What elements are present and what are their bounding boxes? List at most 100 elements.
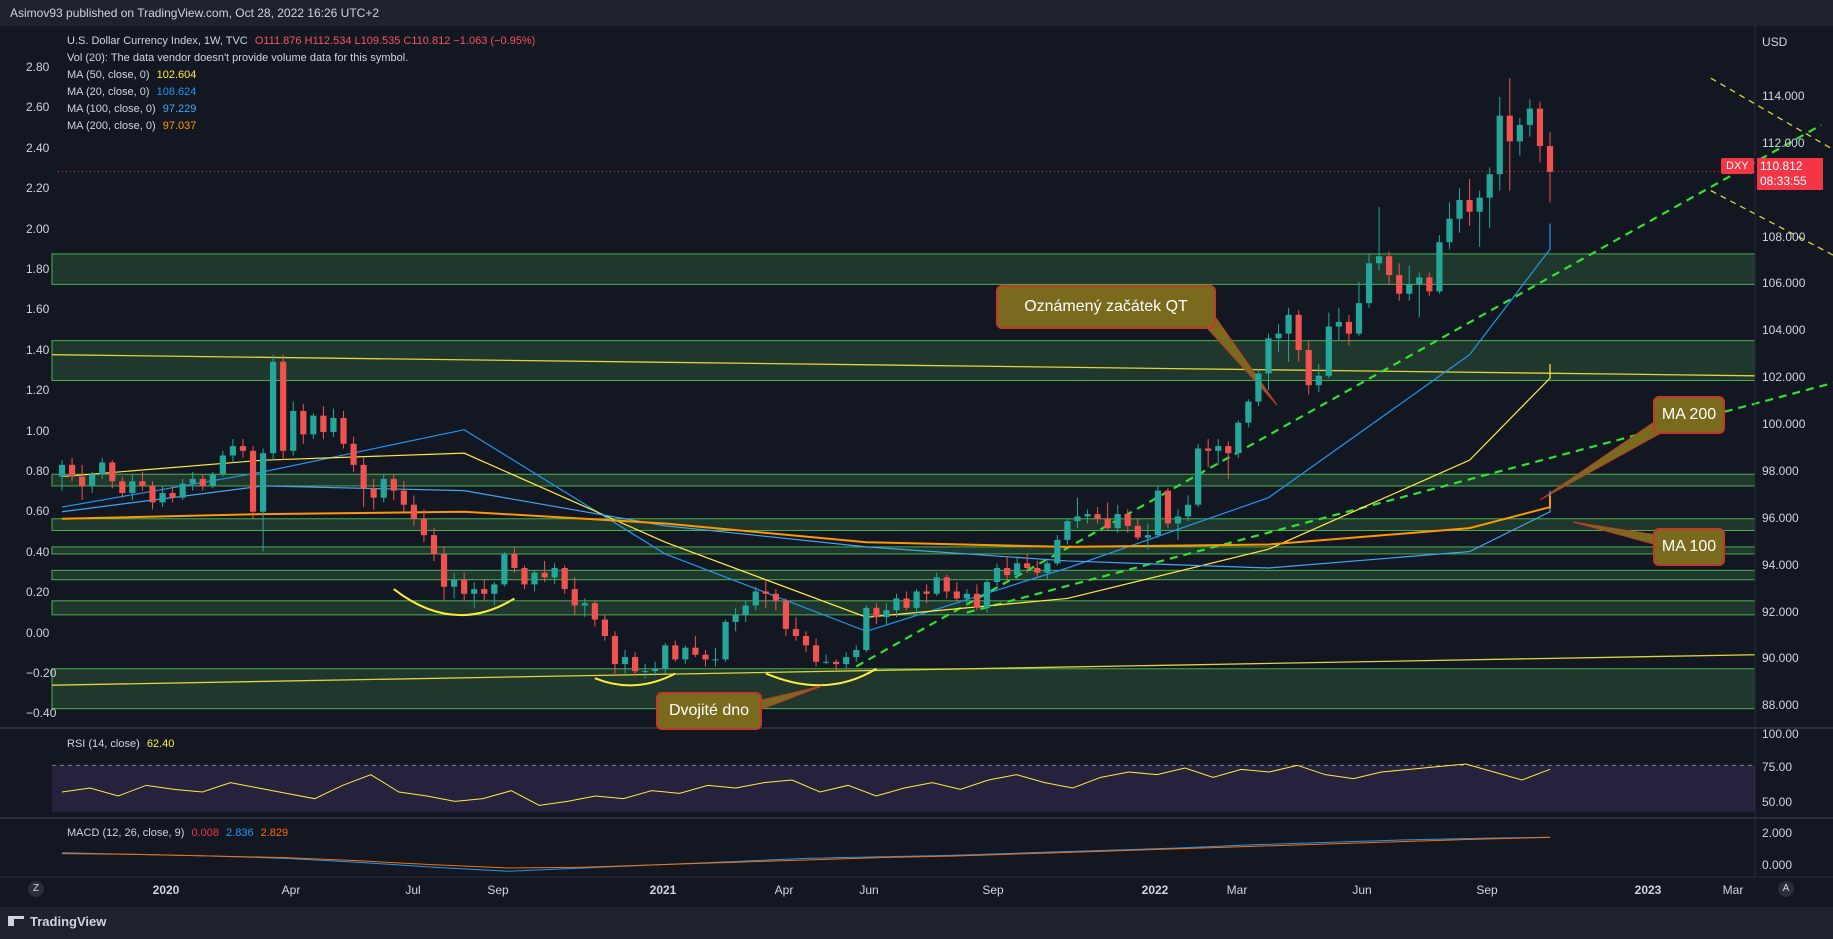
candle: [440, 546, 448, 601]
candle: [823, 654, 830, 665]
macd-v1: 0.008: [191, 827, 219, 839]
candle-body: [410, 504, 417, 519]
candle-body: [823, 661, 830, 663]
candle-body: [1285, 314, 1292, 334]
candle-body: [471, 589, 478, 594]
left-axis-label: 2.40: [26, 140, 50, 155]
time-axis-label: 2020: [152, 883, 180, 897]
candle: [561, 565, 568, 594]
candle-body: [1365, 263, 1373, 304]
bottom-arc-2: [594, 672, 676, 687]
candle-body: [189, 478, 196, 484]
candle: [209, 471, 216, 489]
auto-scale-toggle[interactable]: A: [1778, 881, 1794, 897]
time-axis-label: Jun: [859, 883, 879, 897]
candle: [1054, 535, 1061, 566]
candle-body: [1486, 174, 1493, 198]
candle: [1184, 495, 1192, 522]
price-axis-label: 102.000: [1762, 370, 1806, 385]
candle: [993, 563, 1001, 587]
candle-body: [1024, 563, 1031, 568]
candle: [1144, 523, 1151, 550]
candle-body: [239, 446, 247, 451]
candle: [320, 406, 327, 440]
candle-body: [68, 464, 76, 477]
candle: [611, 631, 619, 674]
candle: [621, 650, 629, 674]
price-axis-label: 92.000: [1762, 604, 1799, 619]
candle: [169, 485, 176, 503]
candle-body: [772, 593, 779, 601]
candle-body: [1134, 525, 1141, 538]
candle: [742, 600, 749, 622]
candle: [68, 457, 76, 482]
candle: [903, 591, 910, 611]
candle-body: [1375, 256, 1383, 264]
candle-body: [481, 589, 488, 594]
candle-body: [159, 492, 166, 503]
log-scale-toggle[interactable]: Z: [28, 881, 44, 897]
candle-body: [873, 607, 880, 618]
candle: [58, 460, 66, 491]
candle-body: [1396, 275, 1403, 294]
time-axis-label: Sep: [487, 883, 509, 897]
candle-body: [310, 415, 317, 435]
candle-body: [229, 446, 237, 456]
left-axis-label: 1.40: [26, 342, 50, 357]
candle: [1456, 188, 1463, 233]
left-axis-label: 1.00: [26, 423, 50, 438]
candle-body: [782, 600, 789, 629]
candle: [1245, 399, 1252, 428]
candle-body: [983, 582, 991, 608]
support-zone: [51, 569, 1756, 581]
candle-body: [1255, 373, 1262, 402]
candle: [290, 401, 297, 456]
candle: [973, 584, 981, 611]
candle: [270, 354, 277, 461]
macd-v3: 2.829: [260, 827, 289, 839]
candle: [1084, 509, 1091, 524]
candle: [772, 589, 779, 611]
candle-body: [1406, 284, 1413, 294]
candle: [1416, 272, 1423, 318]
candle: [873, 603, 880, 625]
candle-body: [1426, 277, 1433, 292]
candle-body: [963, 593, 970, 599]
candle-body: [1456, 200, 1463, 219]
price-axis-label: 94.000: [1762, 557, 1799, 572]
candle: [89, 471, 96, 493]
candle: [631, 652, 639, 676]
candle: [199, 474, 206, 491]
support-line: [51, 654, 1756, 686]
candle: [229, 439, 237, 463]
candle-body: [400, 490, 407, 505]
candle: [963, 589, 970, 606]
ma50-label: MA (50, close, 0): [67, 69, 150, 81]
candle-body: [270, 361, 277, 454]
ma100-value: 97.229: [162, 103, 197, 115]
candle-body: [943, 577, 950, 592]
candle-body: [461, 579, 468, 594]
candle: [1074, 497, 1081, 529]
candle: [732, 607, 739, 632]
candle: [1546, 132, 1554, 203]
legend-ma20: MA (20, close, 0) 108.624: [67, 86, 196, 98]
left-axis-label: 0.00: [26, 625, 50, 640]
candle: [983, 579, 991, 613]
candle-body: [652, 668, 659, 672]
candle: [883, 603, 890, 625]
candle: [149, 481, 156, 510]
macd-line: [61, 836, 1551, 872]
candle-body: [833, 661, 840, 665]
left-axis-label: 1.20: [26, 383, 50, 398]
candle: [551, 563, 558, 585]
candle: [179, 478, 186, 501]
candle-body: [300, 410, 307, 435]
bottom-arc-3: [765, 667, 877, 687]
candle: [370, 478, 377, 510]
candle-body: [702, 654, 709, 660]
candle-body: [913, 591, 920, 608]
candle-body: [1205, 448, 1212, 451]
candle: [652, 661, 659, 676]
